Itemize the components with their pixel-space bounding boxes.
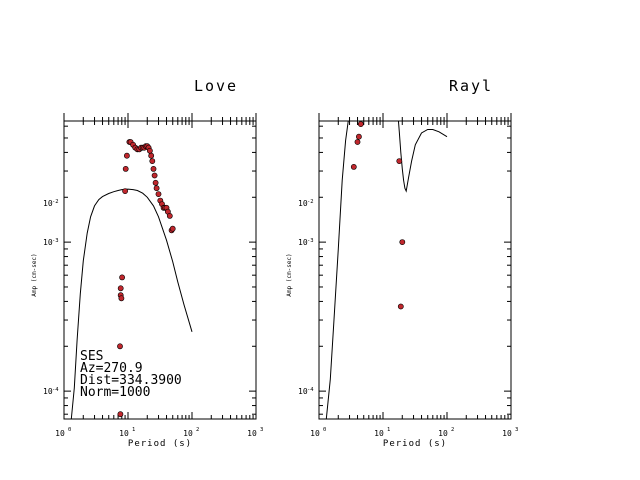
love-data-point [151,172,158,179]
azimuth-label: Az=270.9 [80,361,143,376]
rayl-data-point [396,158,403,164]
love-x-tick-exp: 3 [260,427,263,433]
love-x-tick-label: 10 [183,429,193,438]
love-data-point [166,212,173,219]
norm-label: Norm=1000 [80,385,150,400]
rayl-x-tick-label: 10 [310,429,320,438]
love-data-point [119,274,125,281]
rayl-data-point [350,163,357,170]
rayl-data-point [392,79,397,84]
love-data-point [122,188,128,194]
rayl-data-point [372,34,377,39]
love-plot-area [70,139,193,419]
love-data-point [117,343,123,350]
love-data-point [169,225,176,232]
rayl-x-tick-exp: 3 [515,427,518,433]
rayl-y-tick-exp: -3 [307,238,314,244]
love-x-tick-exp: 1 [132,427,135,433]
rayl-model-curve [325,121,448,419]
rayl-y-tick-label: 10 [298,387,308,396]
rayl-x-tick-label: 10 [502,429,512,438]
distance-label: Dist=334.3900 [80,373,182,388]
rayl-data-point [363,62,368,67]
love-y-tick-exp: -2 [52,199,59,205]
love-data-point [153,185,160,192]
rayl-data-point [383,43,388,48]
rayl-x-tick-exp: 2 [451,427,454,433]
rayl-y-tick-exp: -2 [307,199,314,205]
love-y-tick-exp: -4 [52,387,59,393]
rayl-data-point [394,99,399,104]
love-x-tick-label: 10 [55,429,65,438]
love-data-point [122,165,129,172]
love-model-curve [70,188,193,419]
rayl-data-point [378,30,383,35]
rayl-data-point [374,33,379,38]
love-x-tick-label: 10 [247,429,257,438]
rayl-data-point [399,239,406,245]
rayl-y-tick-label: 10 [298,199,308,208]
love-x-tick-exp: 0 [68,427,71,433]
rayl-x-axis-label: Period (s) [383,439,447,449]
rayl-plot-area [325,29,448,419]
rayl-data-point [366,42,371,47]
rayl-x-tick-exp: 1 [387,427,390,433]
rayl-data-point [390,67,395,72]
rayl-x-tick-exp: 0 [323,427,326,433]
love-data-point [149,158,156,164]
love-y-tick-label: 10 [43,387,53,396]
love-data-point [117,285,124,292]
rayl-data-point [357,121,364,127]
love-title: Love [194,77,238,95]
rayl-data-point [380,33,385,38]
love-y-axis-label: Amp (cm-sec) [31,253,38,296]
love-data-point [150,165,157,172]
rayl-data-point [360,103,365,108]
rayl-data-point [376,33,381,38]
love-data-point [146,147,153,154]
love-x-tick-label: 10 [119,429,129,438]
rayl-y-axis-label: Amp (cm-sec) [286,253,293,296]
rayl-data-point [368,38,373,43]
rayl-x-tick-label: 10 [374,429,384,438]
love-y-tick-exp: -3 [52,238,59,244]
rayl-data-point [395,116,400,121]
rayl-data-point [371,36,376,41]
love-data-point [117,411,124,418]
rayl-title: Rayl [449,77,493,95]
love-x-axis-label: Period (s) [128,439,192,449]
love-data-point [152,179,159,186]
love-data-point [155,191,162,197]
love-data-point [148,152,155,159]
station-label: SES [80,349,103,364]
love-y-tick-label: 10 [43,238,53,247]
rayl-data-point [397,303,404,310]
rayl-plot-frame [318,120,512,420]
rayl-y-tick-exp: -4 [307,387,314,393]
love-plot-frame [63,120,257,420]
rayl-data-point [361,80,366,85]
rayl-data-point [364,47,369,52]
rayl-x-tick-label: 10 [438,429,448,438]
love-y-tick-label: 10 [43,199,53,208]
rayl-data-point [387,53,392,58]
rayl-data-point [354,139,361,145]
rayl-data-point [355,133,362,140]
love-data-point [124,152,130,159]
love-data-point [118,295,125,302]
rayl-data-point [379,29,384,34]
rayl-y-tick-label: 10 [298,238,308,247]
love-x-tick-exp: 2 [196,427,199,433]
